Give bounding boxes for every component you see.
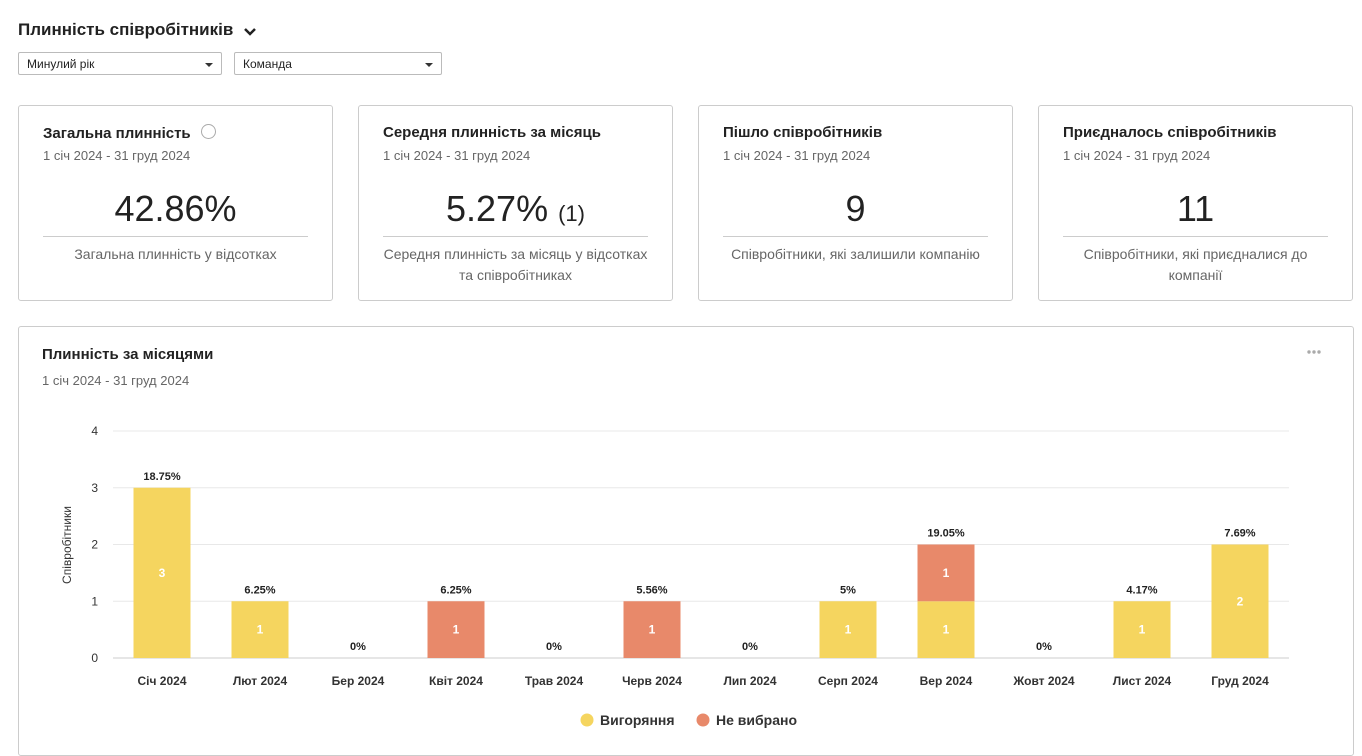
segment-label: 1 <box>453 623 460 637</box>
x-tick-label: Лист 2024 <box>1113 674 1172 688</box>
card-value-text: 5.27% <box>446 188 549 229</box>
title-chevron[interactable] <box>242 26 258 38</box>
card-date: 1 січ 2024 - 31 груд 2024 <box>723 148 871 163</box>
y-axis-label: Співробітники <box>60 506 74 584</box>
x-tick-label: Квіт 2024 <box>429 674 483 688</box>
x-tick-label: Черв 2024 <box>622 674 682 688</box>
card-value: 9 <box>699 188 1012 230</box>
x-tick-label: Січ 2024 <box>138 674 187 688</box>
segment-label: 1 <box>649 623 656 637</box>
total-label: 7.69% <box>1224 528 1255 540</box>
total-label: 0% <box>1036 641 1052 653</box>
card-divider <box>383 236 648 237</box>
total-label: 19.05% <box>927 528 965 540</box>
card-value: 42.86% <box>19 188 332 230</box>
page-title: Плинність співробітників <box>18 20 234 39</box>
legend-swatch <box>580 713 594 727</box>
chart-title: Плинність за місяцями <box>42 346 213 363</box>
segment-label: 3 <box>159 566 166 580</box>
group-select[interactable]: Команда <box>234 52 442 75</box>
total-label: 0% <box>546 641 562 653</box>
total-label: 5% <box>840 584 856 596</box>
card-title: Загальна плинність <box>43 124 216 142</box>
y-tick-label: 1 <box>91 594 98 608</box>
legend-label: Не вибрано <box>716 712 797 728</box>
period-select[interactable]: Минулий рік <box>18 52 222 75</box>
kpi-card: Пішло співробітників 1 січ 2024 - 31 груд… <box>698 105 1013 301</box>
bar-segment <box>231 601 289 658</box>
card-value: 5.27% (1) <box>359 188 672 230</box>
card-date: 1 січ 2024 - 31 груд 2024 <box>383 148 531 163</box>
info-icon[interactable] <box>200 124 216 139</box>
total-label: 0% <box>742 641 758 653</box>
bar-segment <box>427 601 485 658</box>
segment-label: 1 <box>943 623 950 637</box>
segment-label: 1 <box>257 623 264 637</box>
x-tick-label: Вер 2024 <box>920 674 973 688</box>
y-tick-label: 4 <box>91 424 98 438</box>
total-label: 18.75% <box>143 471 181 483</box>
bar-segment <box>623 601 681 658</box>
card-value-text: 9 <box>845 188 866 229</box>
x-tick-label: Груд 2024 <box>1211 674 1269 688</box>
card-value-note: (1) <box>558 201 585 226</box>
card-divider <box>43 236 308 237</box>
segment-label: 1 <box>845 623 852 637</box>
bar-segment <box>819 601 877 658</box>
total-label: 6.25% <box>440 584 471 596</box>
segment-label: 1 <box>1139 623 1146 637</box>
card-value: 11 <box>1039 188 1352 230</box>
card-caption: Співробітники, які приєдналися до компан… <box>1083 246 1308 283</box>
more-menu[interactable] <box>1307 350 1321 354</box>
chart-subtitle: 1 січ 2024 - 31 груд 2024 <box>42 373 189 388</box>
bar-segment <box>917 601 975 658</box>
total-label: 0% <box>350 641 366 653</box>
card-title: Пішло співробітників <box>723 124 883 141</box>
x-tick-label: Лют 2024 <box>233 674 288 688</box>
total-label: 4.17% <box>1126 584 1157 596</box>
card-divider <box>1063 236 1328 237</box>
kpi-card: Приєдналось співробітників 1 січ 2024 - 3… <box>1038 105 1353 301</box>
bar-segment <box>917 544 975 602</box>
segment-label: 2 <box>1237 594 1244 608</box>
x-tick-label: Серп 2024 <box>818 674 878 688</box>
card-value-text: 11 <box>1176 188 1215 229</box>
kpi-card: Загальна плинність 1 січ 2024 - 31 груд 2… <box>18 105 333 301</box>
y-tick-label: 2 <box>91 538 98 552</box>
y-tick-label: 0 <box>91 651 98 665</box>
segment-label: 1 <box>943 566 950 580</box>
card-title: Середня плинність за місяць <box>383 124 601 141</box>
total-label: 6.25% <box>244 584 275 596</box>
x-tick-label: Жовт 2024 <box>1012 674 1074 688</box>
card-caption: Співробітники, які залишили компанію <box>731 246 980 262</box>
x-tick-label: Трав 2024 <box>525 674 584 688</box>
x-tick-label: Лип 2024 <box>723 674 776 688</box>
card-caption: Середня плинність за місяць у відсотках … <box>383 246 648 283</box>
bar-segment <box>1211 544 1269 658</box>
card-value-text: 42.86% <box>114 188 237 229</box>
bar-segment <box>133 487 191 658</box>
kpi-card: Середня плинність за місяць 1 січ 2024 - … <box>358 105 673 301</box>
bar-segment <box>1113 601 1171 658</box>
card-divider <box>723 236 988 237</box>
card-caption: Загальна плинність у відсотках <box>74 246 277 262</box>
card-date: 1 січ 2024 - 31 груд 2024 <box>43 148 191 163</box>
card-title: Приєдналось співробітників <box>1063 124 1277 141</box>
x-tick-label: Бер 2024 <box>332 674 385 688</box>
y-tick-label: 3 <box>91 481 98 495</box>
total-label: 5.56% <box>636 584 667 596</box>
legend-label: Вигоряння <box>600 712 675 728</box>
card-date: 1 січ 2024 - 31 груд 2024 <box>1063 148 1211 163</box>
legend-swatch <box>696 713 710 727</box>
